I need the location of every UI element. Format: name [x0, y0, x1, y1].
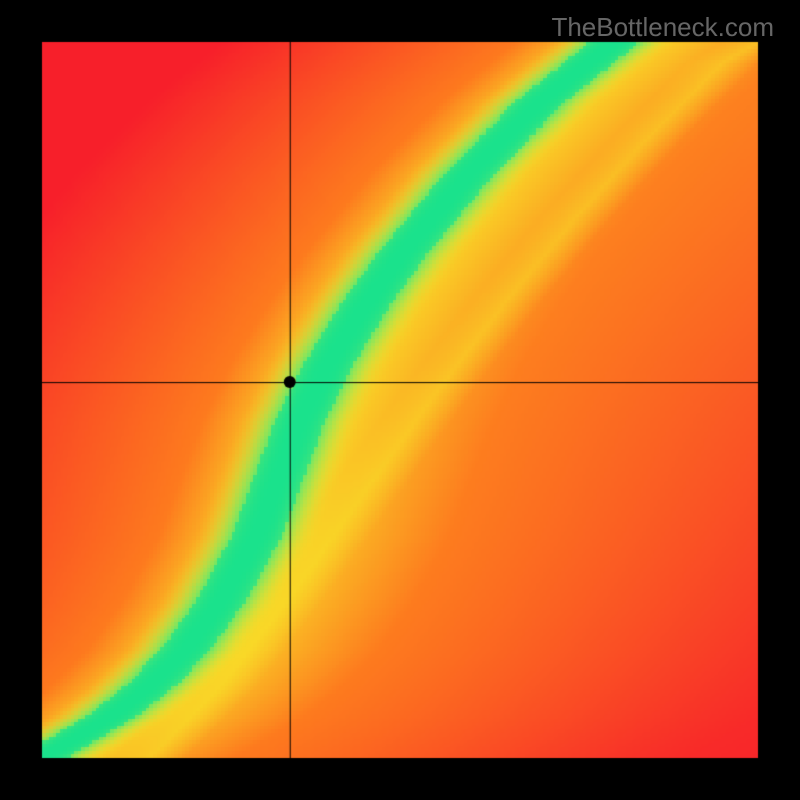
watermark-text: TheBottleneck.com	[551, 12, 774, 43]
bottleneck-heatmap	[0, 0, 800, 800]
chart-container: TheBottleneck.com	[0, 0, 800, 800]
